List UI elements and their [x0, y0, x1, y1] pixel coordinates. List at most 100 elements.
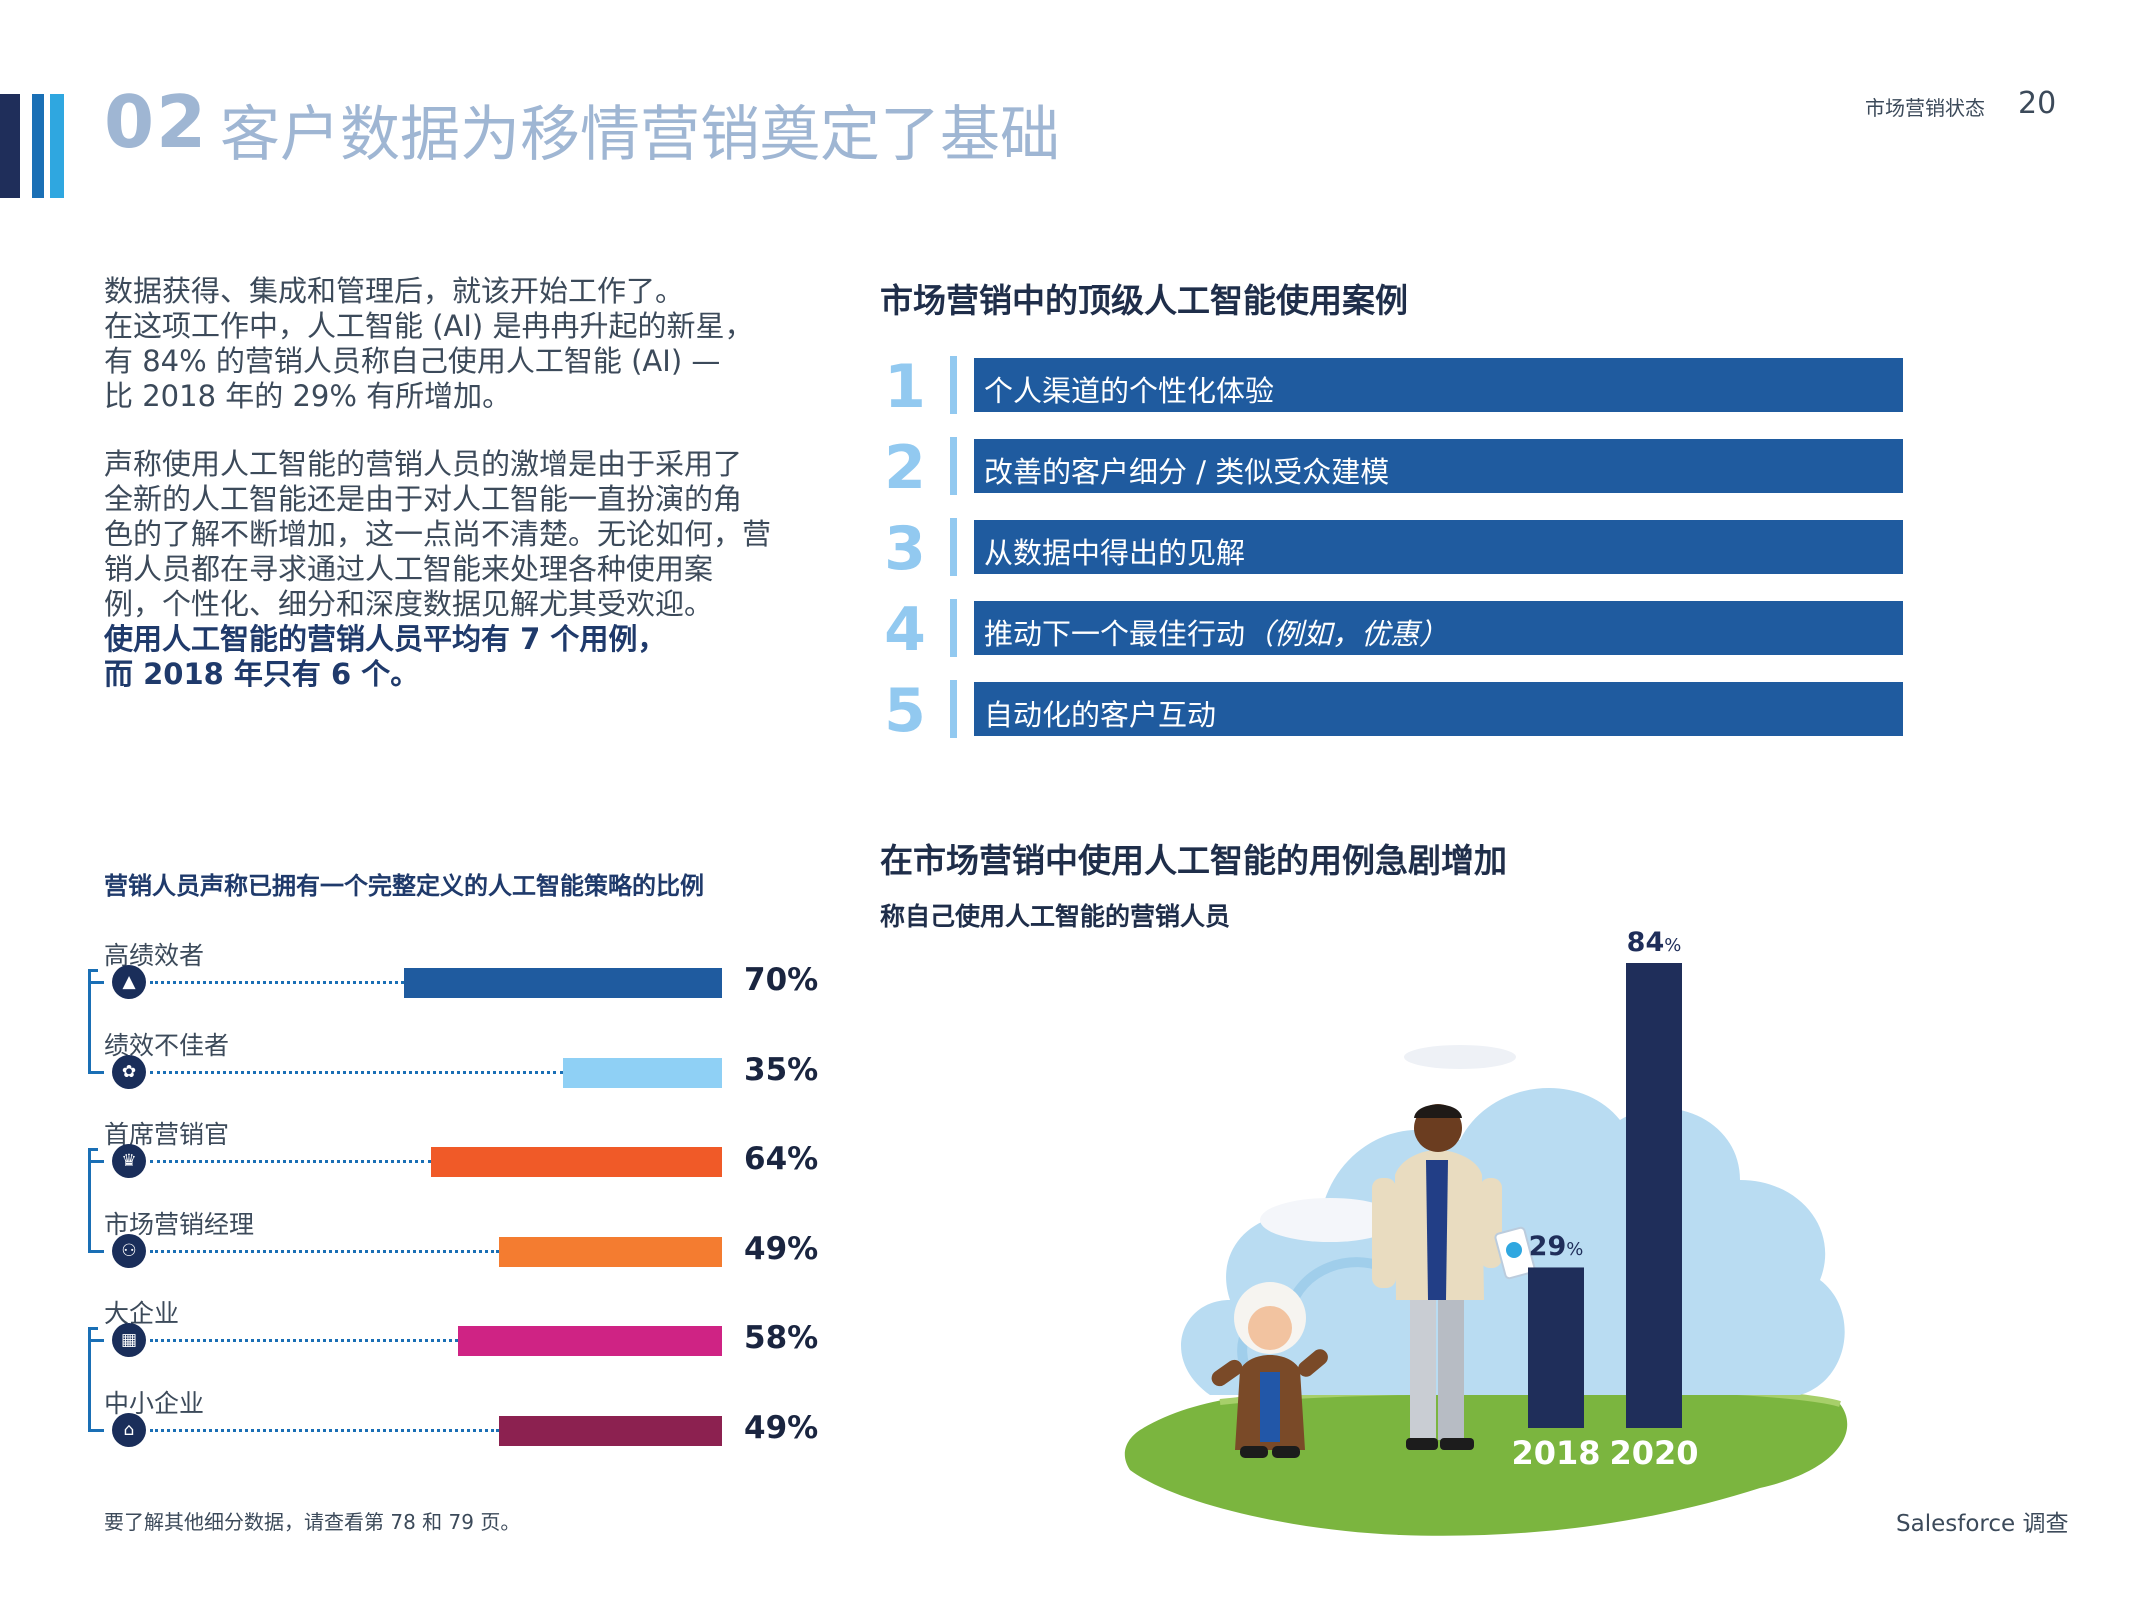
use-case-bar: 改善的客户细分 / 类似受众建模 — [974, 439, 1903, 493]
page-title: 客户数据为移情营销奠定了基础 — [220, 100, 1060, 170]
segment-tick — [88, 1160, 104, 1163]
dotted-leader — [150, 1160, 431, 1163]
use-case-rank: 3 — [884, 514, 926, 584]
use-case-row: 4 推动下一个最佳行动（例如，优惠） — [880, 595, 1910, 665]
intro-line: 色的了解不断增加，这一点尚不清楚。无论如何，营 — [104, 517, 772, 551]
bar-value-unit: % — [1566, 1239, 1584, 1261]
strategy-chart-title: 营销人员声称已拥有一个完整定义的人工智能策略的比例 — [104, 872, 704, 900]
rank-divider — [950, 518, 957, 576]
intro-line: 销人员都在寻求通过人工智能来处理各种使用案 — [104, 552, 714, 586]
intro-line: 声称使用人工智能的营销人员的激增是由于采用了 — [104, 447, 743, 481]
bar-value-number: 29 — [1528, 1231, 1567, 1263]
small-cloud — [1260, 1198, 1400, 1242]
value-label: 58% — [744, 1320, 819, 1356]
category-label: 高绩效者 — [104, 941, 205, 970]
mountain-icon: ▲ — [112, 965, 146, 999]
bar-2018 — [1528, 1267, 1584, 1428]
dotted-leader — [150, 1249, 500, 1253]
bar — [499, 1415, 722, 1446]
rank-divider — [950, 680, 957, 738]
intro-line: 有 84% 的营销人员称自己使用人工智能 (AI) — — [104, 344, 721, 378]
bar-value-unit: % — [1664, 935, 1682, 956]
growth-bar-chart — [1528, 963, 1682, 1428]
segment-tick — [88, 981, 104, 984]
stripe-mid — [32, 94, 44, 198]
section-number: 02 — [104, 80, 209, 164]
use-case-label: 从数据中得出的见解 — [984, 536, 1246, 570]
use-case-rank: 2 — [884, 433, 926, 503]
highlight-line: 而 2018 年只有 6 个。 — [104, 657, 420, 691]
use-case-label: 改善的客户细分 / 类似受众建模 — [984, 455, 1390, 489]
use-case-bar: 从数据中得出的见解 — [974, 520, 1903, 574]
bar — [430, 1147, 722, 1177]
report-label: 市场营销状态 — [1865, 96, 1985, 120]
highlight-line: 使用人工智能的营销人员平均有 7 个用例， — [104, 622, 667, 656]
category-label: 中小企业 — [104, 1388, 205, 1418]
dotted-leader — [150, 1339, 459, 1342]
intro-highlight: 使用人工智能的营销人员平均有 7 个用例， 而 2018 年只有 6 个。 — [104, 622, 784, 692]
small-cloud — [1404, 1045, 1516, 1069]
bar — [562, 1057, 722, 1088]
use-cases-title: 市场营销中的顶级人工智能使用案例 — [880, 281, 1408, 320]
rank-divider — [950, 599, 957, 657]
growth-chart-subtitle: 称自己使用人工智能的营销人员 — [880, 902, 1231, 931]
use-case-bar: 推动下一个最佳行动（例如，优惠） — [974, 601, 1903, 655]
use-case-label: 推动下一个最佳行动（例如，优惠） — [984, 611, 1448, 653]
use-case-label: 自动化的客户互动 — [984, 698, 1217, 732]
segment-tick — [88, 1148, 98, 1151]
intro-paragraph-2: 声称使用人工智能的营销人员的激增是由于采用了 全新的人工智能还是由于对人工智能一… — [104, 447, 784, 622]
bar-value-label: 29% — [1496, 1231, 1616, 1262]
value-label: 70% — [744, 962, 819, 998]
value-label: 49% — [744, 1409, 819, 1446]
value-label: 64% — [744, 1141, 819, 1177]
use-case-bar: 个人渠道的个性化体验 — [974, 358, 1903, 412]
segment-tick — [88, 969, 98, 972]
footnote: 要了解其他细分数据，请查看第 78 和 79 页。 — [104, 1510, 521, 1534]
intro-line: 全新的人工智能还是由于对人工智能一直扮演的角 — [104, 482, 743, 516]
rank-divider — [950, 356, 957, 414]
use-case-label-main: 推动下一个最佳行动 — [984, 617, 1246, 651]
bar — [403, 968, 722, 998]
use-case-rank: 4 — [884, 595, 926, 665]
use-case-row: 5 自动化的客户互动 — [880, 676, 1910, 746]
intro-line: 数据获得、集成和管理后，就该开始工作了。 — [104, 274, 685, 308]
stripe-light — [50, 94, 64, 198]
page-number: 20 — [2018, 86, 2057, 121]
bar-2020 — [1626, 963, 1682, 1428]
person-crown-icon: ♛ — [112, 1144, 146, 1178]
bar — [458, 1326, 722, 1356]
value-label: 35% — [744, 1051, 819, 1088]
segment-tick — [88, 1428, 104, 1432]
intro-line: 例，个性化、细分和深度数据见解尤其受欢迎。 — [104, 587, 714, 621]
intro-line: 比 2018 年的 29% 有所增加。 — [104, 379, 512, 413]
growth-chart-title: 在市场营销中使用人工智能的用例急剧增加 — [880, 841, 1507, 880]
bar — [499, 1236, 722, 1267]
segment-bracket — [88, 1327, 91, 1429]
segment-tick — [88, 1339, 104, 1342]
segment-tick — [88, 1327, 98, 1330]
dotted-leader — [150, 1070, 563, 1074]
use-case-rank: 5 — [884, 676, 926, 746]
use-case-label: 个人渠道的个性化体验 — [984, 374, 1275, 408]
use-case-row: 3 从数据中得出的见解 — [880, 514, 1910, 584]
man-figure — [1372, 1104, 1536, 1450]
intro-text: 数据获得、集成和管理后，就该开始工作了。 在这项工作中，人工智能 (AI) 是冉… — [104, 274, 784, 692]
bar-value-label: 84% — [1594, 927, 1714, 958]
dotted-leader — [150, 981, 404, 984]
storefront-icon: ⌂ — [112, 1412, 146, 1447]
intro-line: 在这项工作中，人工智能 (AI) 是冉冉升起的新星， — [104, 309, 754, 343]
stripe-dark — [0, 94, 20, 198]
segment-tick — [88, 1249, 104, 1253]
building-icon: ▦ — [112, 1323, 146, 1357]
segment-tick — [88, 1070, 104, 1074]
year-label: 2018 — [1511, 1434, 1601, 1472]
use-case-label-example: （例如，优惠） — [1245, 617, 1449, 651]
use-case-rank: 1 — [884, 352, 926, 422]
year-label: 2020 — [1609, 1434, 1699, 1472]
dotted-leader — [150, 1428, 500, 1432]
wilted-plant-icon: ✿ — [112, 1054, 146, 1089]
use-case-row: 2 改善的客户细分 / 类似受众建模 — [880, 433, 1910, 503]
team-icon: ⚇ — [112, 1233, 146, 1268]
intro-paragraph-1: 数据获得、集成和管理后，就该开始工作了。 在这项工作中，人工智能 (AI) 是冉… — [104, 274, 784, 414]
rank-divider — [950, 437, 957, 495]
